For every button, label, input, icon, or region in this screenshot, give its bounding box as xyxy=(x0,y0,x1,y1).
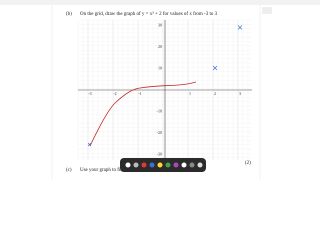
question-label: (b) xyxy=(66,12,72,17)
y-axis-label: 20 xyxy=(158,44,162,49)
tool-button[interactable] xyxy=(157,162,163,168)
x-axis-label: 1 xyxy=(189,91,191,96)
x-axis-label: 3 xyxy=(239,91,241,96)
tool-button[interactable] xyxy=(133,162,139,168)
tool-button[interactable] xyxy=(125,162,131,168)
question-text: Use your graph to find xyxy=(80,168,126,173)
y-axis-label: -20 xyxy=(157,130,162,135)
tool-button[interactable] xyxy=(149,162,155,168)
y-axis-label: 10 xyxy=(158,65,162,70)
x-axis-label: -3 xyxy=(88,91,91,96)
tool-button[interactable] xyxy=(165,162,171,168)
tool-button[interactable] xyxy=(181,162,187,168)
tool-button[interactable] xyxy=(189,162,195,168)
y-axis-label: 30 xyxy=(158,22,162,27)
status-bar xyxy=(0,0,320,5)
question-label: (c) xyxy=(66,168,72,173)
plotted-points xyxy=(87,25,243,147)
marks: (2) xyxy=(245,161,251,166)
x-axis-label: -2 xyxy=(113,91,116,96)
tool-button[interactable] xyxy=(173,162,179,168)
drawn-curve xyxy=(89,81,197,147)
question-text: On the grid, draw the graph of y = x³ + … xyxy=(80,11,218,17)
screen: (b) On the grid, draw the graph of y = x… xyxy=(0,0,320,180)
x-axis-label: -1 xyxy=(138,91,141,96)
toolbar xyxy=(120,158,206,172)
page-tab xyxy=(262,7,272,14)
tool-button[interactable] xyxy=(197,162,203,168)
y-axis-label: -30 xyxy=(157,151,162,156)
y-axis-label: -10 xyxy=(157,108,162,113)
viewer: (b) On the grid, draw the graph of y = x… xyxy=(0,0,320,180)
pen-toolbar[interactable] xyxy=(120,158,206,172)
tool-button[interactable] xyxy=(141,162,147,168)
x-axis-label: 2 xyxy=(214,91,216,96)
